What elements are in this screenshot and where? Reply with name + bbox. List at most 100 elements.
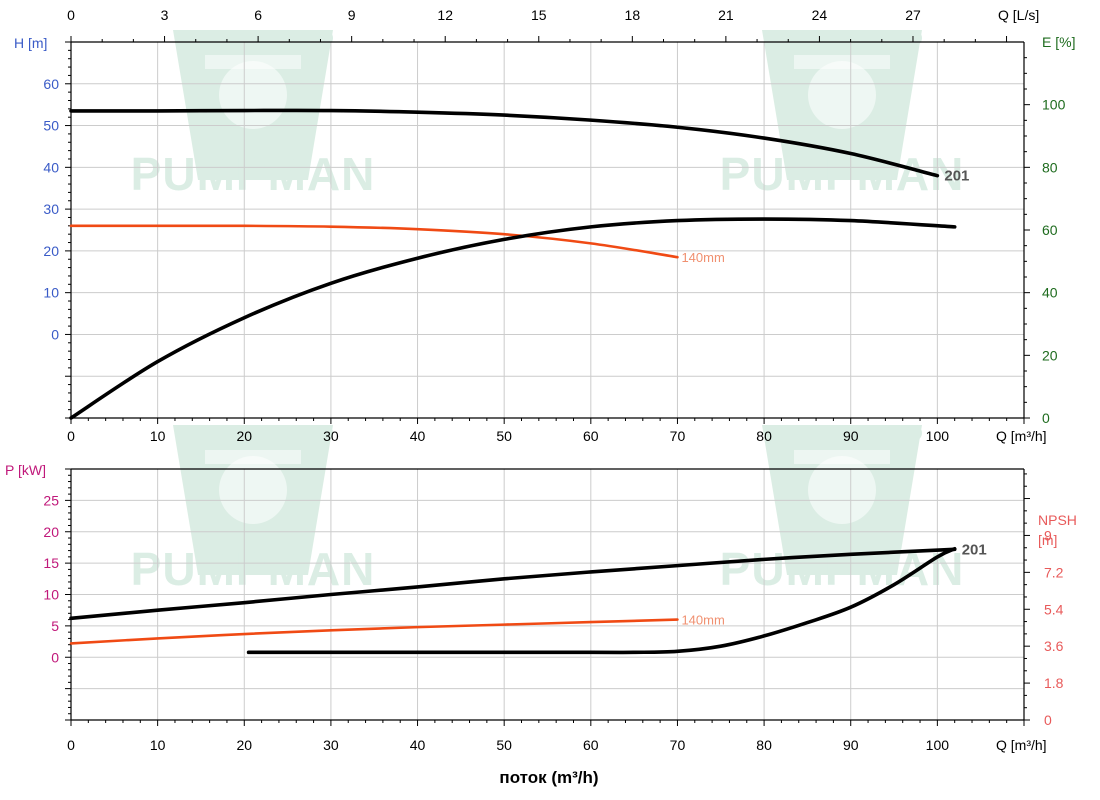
watermark-registered-icon [906,425,922,441]
bottom-x-q-tick-label: 90 [843,737,859,753]
top-x-q-tick-label: 40 [410,428,426,444]
bottom-y-p-tick-label: 10 [43,587,59,603]
bottom-series-140mm-p-line [69,618,679,645]
top-y-e-tick-label: 20 [1042,347,1058,363]
top-y-e-axis-label: E [%] [1042,34,1075,50]
watermark-layer: PUMPMAN PUMPMAN PUMPMAN PUMPMAN [131,30,965,595]
bottom-series-label-140mm: 140mm [681,613,724,628]
top-series-201-h-line [69,108,940,178]
top-y-e-tick-label: 40 [1042,285,1058,301]
top-y-e-tick-label: 60 [1042,222,1058,238]
top-y-h-tick-label: 50 [43,118,59,134]
bottom-y-npsh-tick-label: 7.2 [1044,564,1064,580]
bottom-y-p-tick-label: 20 [43,524,59,540]
curves-layer [69,108,957,655]
top-x-q-tick-label: 0 [67,428,75,444]
top-x-q-tick-label: 70 [670,428,686,444]
watermark-logo-1: PUMPMAN [131,30,376,200]
watermark-logo-2: PUMPMAN [720,30,965,200]
watermark-face-icon [808,456,876,524]
bottom-x-q-tick-label: 40 [410,737,426,753]
top-y-e-tick-label: 0 [1042,410,1050,426]
bottom-x-q-tick-label: 20 [236,737,252,753]
labels-layer: 201 140mm 201 140mm [681,168,986,628]
top-y-h-axis-label: H [m] [14,35,47,51]
top-x-ls-tick-label: 27 [905,7,921,23]
bottom-series-201-p-line [69,547,957,621]
bottom-y-npsh-axis-label: NPSH [1038,512,1077,528]
bottom-x-q-tick-label: 10 [150,737,166,753]
bottom-y-p-tick-label: 0 [51,649,59,665]
bottom-x-q-tick-label: 100 [926,737,950,753]
top-x-ls-tick-label: 3 [161,7,169,23]
top-x-ls-tick-label: 21 [718,7,734,23]
top-y-h-tick-label: 0 [51,326,59,342]
top-x-q-tick-label: 10 [150,428,166,444]
top-y-e-tick-label: 100 [1042,97,1066,113]
watermark-logo-3: PUMPMAN [131,425,376,595]
bottom-y-npsh-tick-label: 9 [1044,527,1052,543]
watermark-face-icon [219,456,287,524]
top-x-ls-tick-label: 9 [348,7,356,23]
top-series-label-201: 201 [944,168,969,185]
top-x-ls-tick-label: 12 [437,7,453,23]
bottom-y-p-tick-label: 25 [43,492,59,508]
top-y-h-tick-label: 20 [43,243,59,259]
top-x-ls-tick-label: 15 [531,7,547,23]
top-series-label-140mm: 140mm [681,250,724,265]
watermark-text: PUMPMAN [131,543,376,595]
axes-layer: 0 3 6 9 12 15 18 21 24 27 Q [L/s]0 10 20 30 40 50 60 70 80… [5,7,1077,753]
watermark-text: PUMPMAN [720,148,965,200]
watermark-registered-icon [906,30,922,46]
top-x-q-tick-label: 30 [323,428,339,444]
bottom-y-npsh-tick-label: 1.8 [1044,675,1064,691]
top-y-h-tick-label: 40 [43,159,59,175]
watermark-shield-icon [173,30,333,180]
bottom-y-p-axis-label: P [kW] [5,462,46,478]
bottom-series-unnamed-npsh-line [246,546,957,655]
bottom-x-q-tick-label: 0 [67,737,75,753]
bottom-series-label-201: 201 [962,541,987,558]
watermark-cap-icon [794,450,890,464]
top-y-h-tick-label: 10 [43,285,59,301]
top-x-q-axis-label: Q [m³/h] [996,428,1047,444]
top-y-h-tick-label: 30 [43,201,59,217]
watermark-text: PUMPMAN [131,148,376,200]
bottom-x-q-tick-label: 80 [756,737,772,753]
bottom-x-q-tick-label: 60 [583,737,599,753]
bottom-x-q-tick-label: 30 [323,737,339,753]
top-x-ls-tick-label: 18 [625,7,641,23]
top-x-ls-tick-label: 24 [812,7,828,23]
watermark-logo-4: PUMPMAN [720,425,963,595]
top-x-q-tick-label: 90 [843,428,859,444]
top-y-e-tick-label: 80 [1042,159,1058,175]
top-x-q-tick-label: 60 [583,428,599,444]
bottom-y-p-tick-label: 15 [43,555,59,571]
bottom-x-q-axis-label: Q [m³/h] [996,737,1047,753]
top-x-ls-axis-label: Q [L/s] [998,7,1039,23]
bottom-y-p-tick-label: 5 [51,618,59,634]
top-y-h-tick-label: 60 [43,76,59,92]
bottom-y-npsh-tick-label: 5.4 [1044,601,1064,617]
top-series-140mm-h-line [69,224,679,259]
watermark-registered-icon [317,425,333,441]
footer-x-axis-label: поток (m³/h) [499,768,598,787]
bottom-y-npsh-tick-label: 0 [1044,712,1052,728]
watermark-cap-icon [205,55,301,69]
top-x-ls-tick-label: 6 [254,7,262,23]
top-x-q-tick-label: 80 [756,428,772,444]
top-x-q-tick-label: 50 [496,428,512,444]
watermark-face-icon [808,61,876,129]
bottom-y-npsh-axis-label: [m] [1038,532,1057,548]
watermark-registered-icon [317,30,333,46]
top-series-unnamed-e-line [69,217,957,420]
top-x-q-tick-label: 20 [236,428,252,444]
bottom-x-q-tick-label: 70 [670,737,686,753]
top-x-q-tick-label: 100 [926,428,950,444]
bottom-x-q-tick-label: 50 [496,737,512,753]
watermark-cap-icon [794,55,890,69]
bottom-y-npsh-tick-label: 3.6 [1044,638,1064,654]
top-x-ls-tick-label: 0 [67,7,75,23]
watermark-face-icon [219,61,287,129]
